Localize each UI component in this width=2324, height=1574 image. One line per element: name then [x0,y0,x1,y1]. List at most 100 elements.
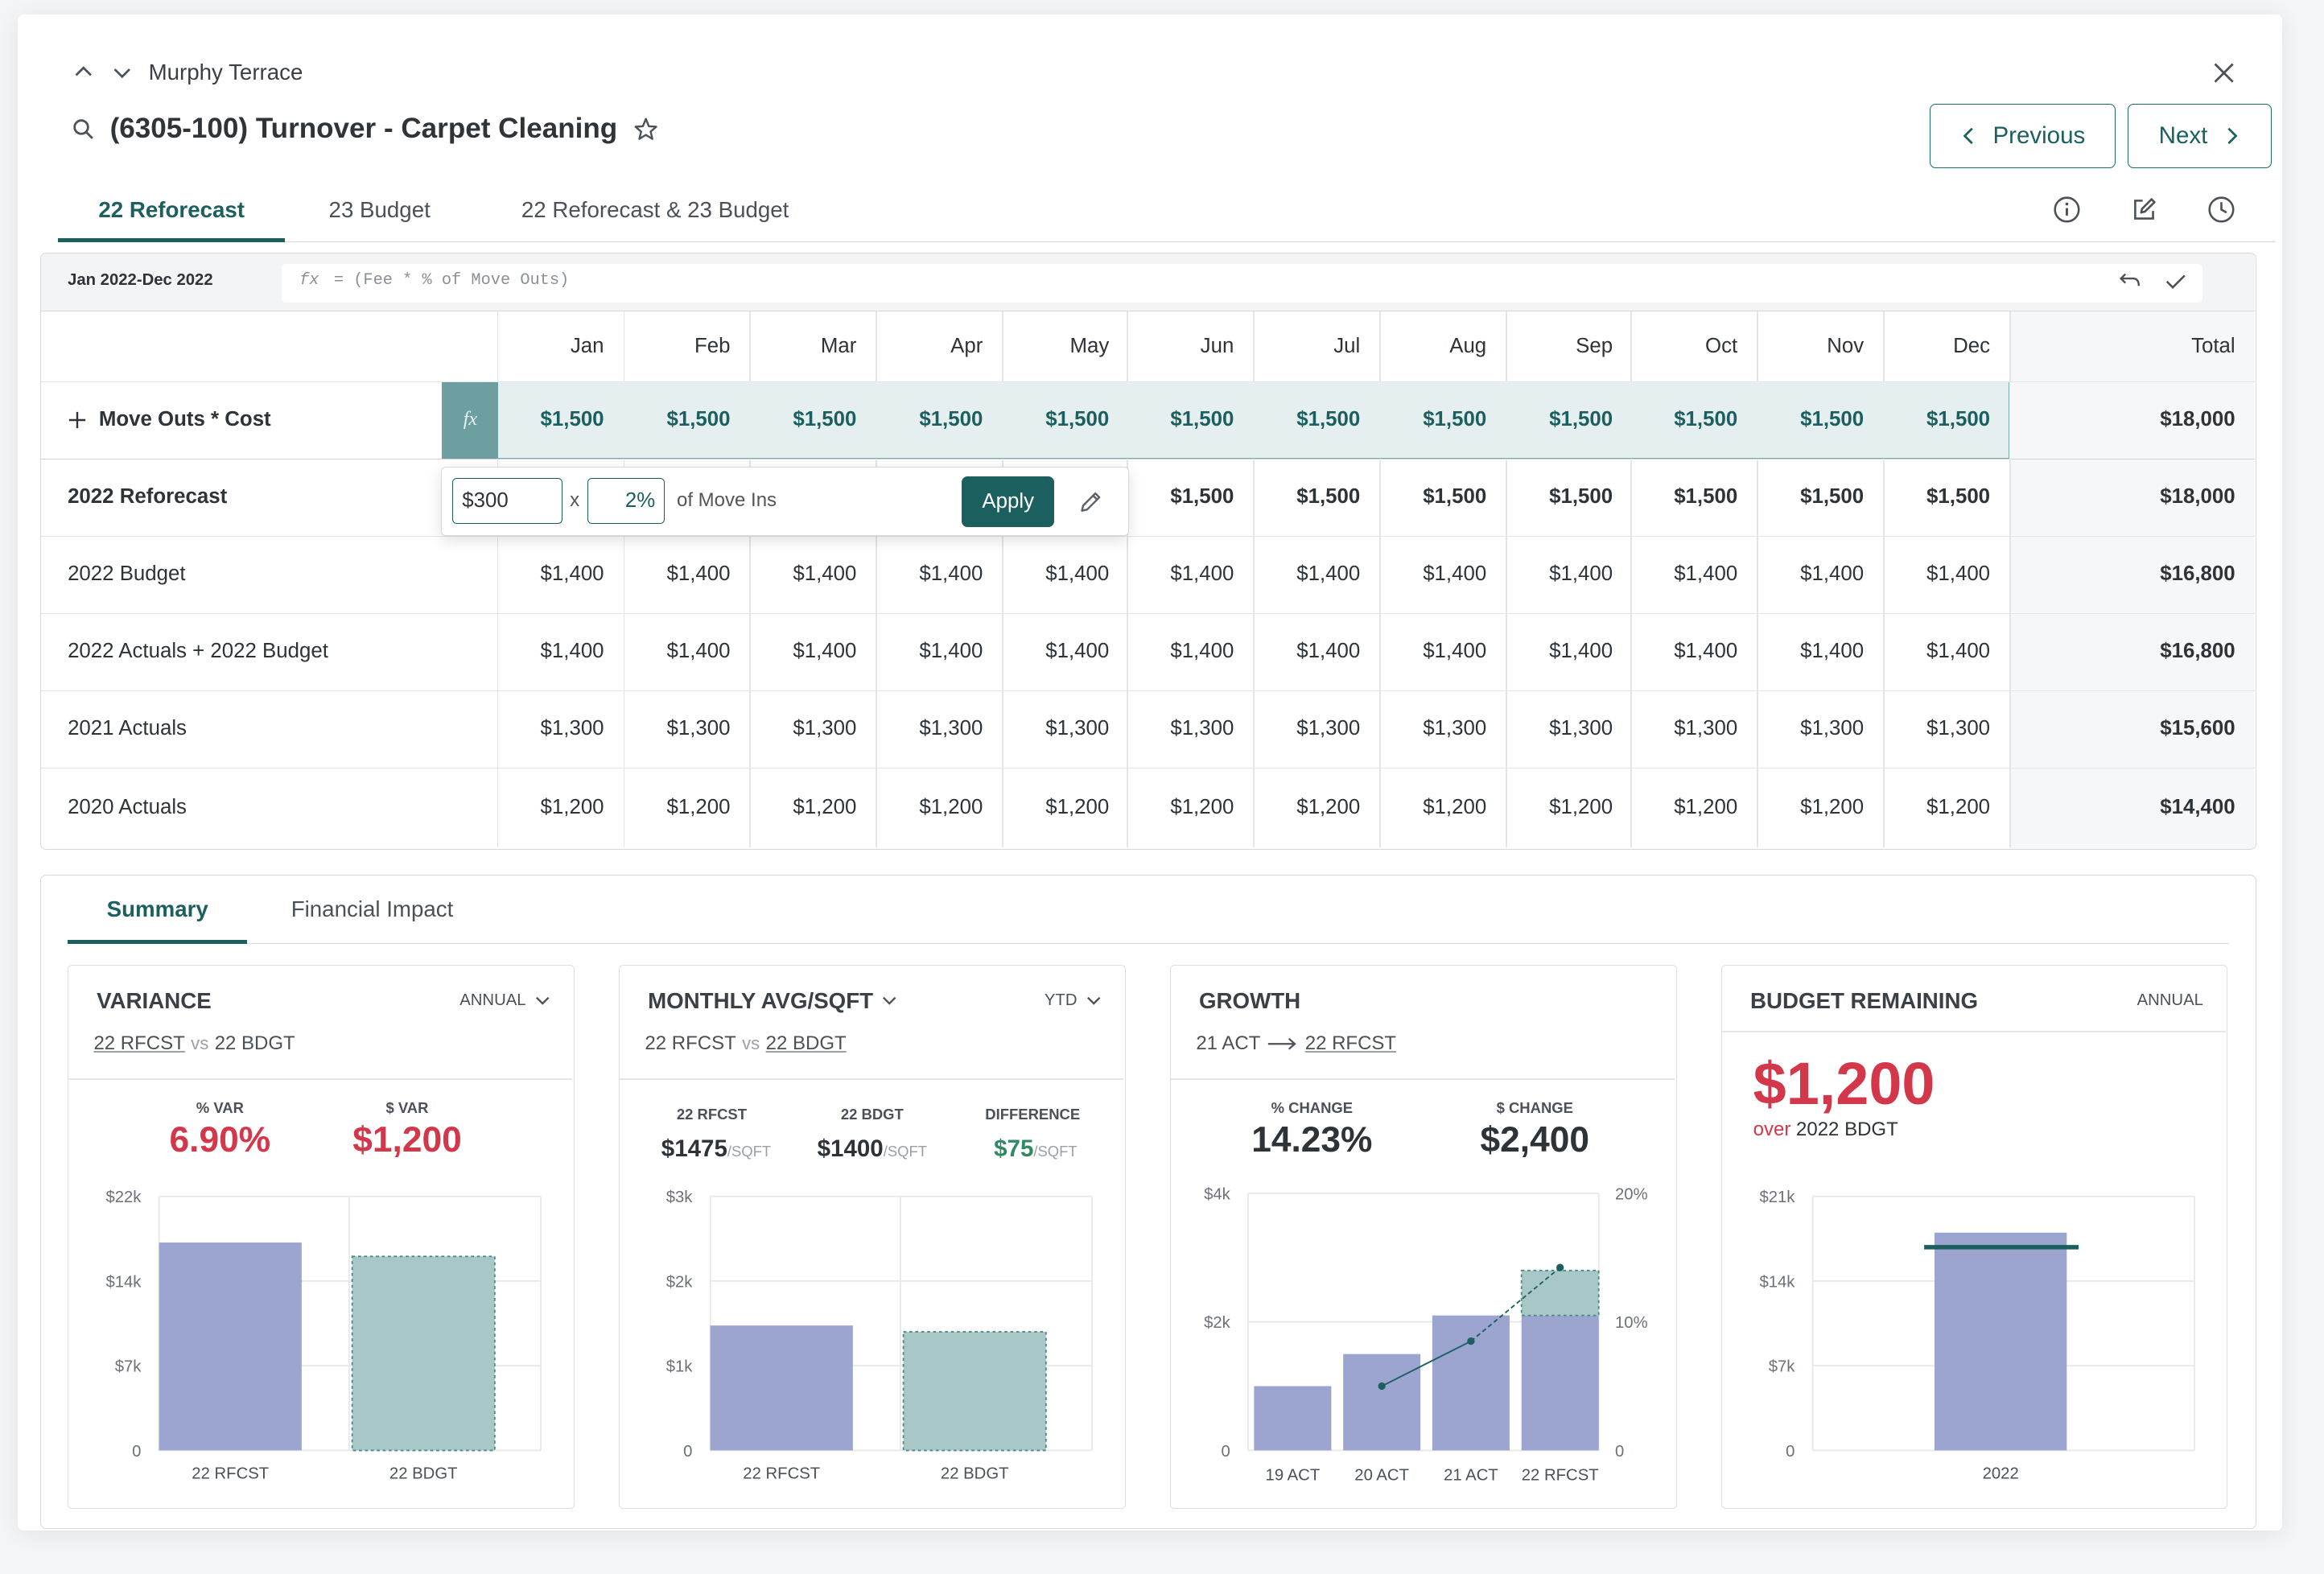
grid-cell[interactable]: $1,200 [1800,795,1865,818]
grid-cell[interactable]: $1,400 [1674,562,1738,586]
grid-cell[interactable]: $1,300 [1423,717,1487,740]
grid-cell[interactable]: $1,500 [1926,485,1991,509]
grid-cell[interactable]: $1,400 [919,562,983,586]
period-dropdown[interactable]: YTD [1045,991,1101,1010]
row-label[interactable]: Move Outs * Cost [68,381,271,459]
grid-cell[interactable]: $1,400 [540,562,604,586]
grid-cell[interactable]: $1,500 [1045,408,1110,431]
month-header[interactable]: Jun [1200,334,1234,357]
grid-cell[interactable]: $1,500 [1423,408,1487,431]
formula-input[interactable]: fx = (Fee * % of Move Outs) [281,263,2203,303]
grid-cell[interactable]: $1,200 [1296,795,1361,818]
check-icon[interactable] [2164,270,2188,294]
month-header[interactable]: Jan [570,334,604,357]
grid-cell[interactable]: $1,200 [666,795,731,818]
grid-cell[interactable]: $1,200 [919,795,983,818]
grid-cell[interactable]: $1,400 [1423,640,1487,663]
search-icon[interactable] [72,117,96,142]
grid-cell[interactable]: $1,400 [919,640,983,663]
month-header[interactable]: Dec [1953,334,1991,357]
grid-cell[interactable]: $1,500 [540,408,604,431]
month-header[interactable]: Sep [1576,334,1613,357]
tab-23-budget[interactable]: 23 Budget [328,196,431,222]
star-icon[interactable] [633,116,659,142]
grid-cell[interactable]: $1,500 [1674,408,1738,431]
grid-cell[interactable]: $1,400 [1800,562,1865,586]
info-icon[interactable] [2052,195,2082,225]
grid-cell[interactable]: $1,300 [1170,717,1234,740]
grid-cell[interactable]: $1,500 [1674,485,1738,509]
grid-cell[interactable]: $1,400 [1926,562,1991,586]
grid-cell[interactable]: $1,400 [793,562,857,586]
grid-cell[interactable]: $1,300 [1674,717,1738,740]
grid-cell[interactable]: $1,300 [1296,717,1361,740]
grid-cell[interactable]: $1,400 [1045,562,1110,586]
month-header[interactable]: Apr [950,334,983,357]
grid-cell[interactable]: $1,400 [1800,640,1865,663]
grid-cell[interactable]: $1,500 [1296,408,1361,431]
grid-cell[interactable]: $1,500 [1926,408,1991,431]
fee-input[interactable] [452,477,562,524]
grid-cell[interactable]: $1,200 [1674,795,1738,818]
grid-cell[interactable]: $1,200 [1423,795,1487,818]
apply-button[interactable]: Apply [962,476,1054,527]
close-icon[interactable] [2211,60,2237,86]
grid-cell[interactable]: $1,400 [1549,562,1613,586]
grid-cell[interactable]: $1,500 [666,408,731,431]
month-header[interactable]: Aug [1449,334,1487,357]
grid-cell[interactable]: $1,500 [1170,485,1234,509]
grid-cell[interactable]: $1,300 [1549,717,1613,740]
grid-cell[interactable]: $1,200 [793,795,857,818]
grid-cell[interactable]: $1,400 [540,640,604,663]
grid-cell[interactable]: $1,200 [1170,795,1234,818]
grid-cell[interactable]: $1,400 [1674,640,1738,663]
grid-cell[interactable]: $1,500 [1800,485,1865,509]
tab-financial-impact[interactable]: Financial Impact [290,896,454,922]
grid-cell[interactable]: $1,300 [919,717,983,740]
grid-cell[interactable]: $1,500 [919,408,983,431]
next-button[interactable]: Next [2127,104,2272,168]
grid-cell[interactable]: $1,400 [1423,562,1487,586]
edit-note-icon[interactable] [2129,195,2159,225]
grid-cell[interactable]: $1,300 [1045,717,1110,740]
compare-b-link[interactable]: 22 BDGT [765,1032,847,1055]
grid-cell[interactable]: $1,500 [1549,485,1613,509]
percent-input[interactable] [587,477,665,524]
grid-cell[interactable]: $1,500 [1296,485,1361,509]
grid-cell[interactable]: $1,400 [666,640,731,663]
chevron-down-icon[interactable] [110,60,134,84]
grid-cell[interactable]: $1,300 [1800,717,1865,740]
grid-cell[interactable]: $1,500 [1549,408,1613,431]
grid-cell[interactable]: $1,500 [793,408,857,431]
grid-cell[interactable]: $1,300 [793,717,857,740]
grid-cell[interactable]: $1,400 [1170,640,1234,663]
month-header[interactable]: Feb [694,334,731,357]
grid-cell[interactable]: $1,400 [1170,562,1234,586]
month-header[interactable]: Oct [1705,334,1738,357]
grid-cell[interactable]: $1,400 [666,562,731,586]
month-header[interactable]: May [1069,334,1110,357]
grid-cell[interactable]: $1,200 [1926,795,1991,818]
tab-summary[interactable]: Summary [68,876,248,945]
grid-cell[interactable]: $1,500 [1800,408,1865,431]
grid-cell[interactable]: $1,200 [1549,795,1613,818]
grid-cell[interactable]: $1,400 [1549,640,1613,663]
compare-a-link[interactable]: 22 RFCST [93,1032,185,1055]
grid-cell[interactable]: $1,400 [1296,640,1361,663]
plus-icon[interactable] [68,410,87,430]
compare-b-link[interactable]: 22 RFCST [1304,1032,1397,1055]
grid-cell[interactable]: $1,400 [793,640,857,663]
undo-icon[interactable] [2118,270,2142,294]
pencil-icon[interactable] [1078,488,1104,515]
date-range[interactable]: Jan 2022-Dec 2022 [68,270,213,289]
grid-cell[interactable]: $1,400 [1045,640,1110,663]
tab-22-reforecast[interactable]: 22 Reforecast [57,179,286,242]
month-header[interactable]: Nov [1827,334,1865,357]
month-header[interactable]: Mar [820,334,857,357]
grid-cell[interactable]: $1,300 [1926,717,1991,740]
chevron-up-icon[interactable] [72,60,96,84]
grid-cell[interactable]: $1,400 [1926,640,1991,663]
grid-cell[interactable]: $1,300 [666,717,731,740]
grid-cell[interactable]: $1,200 [540,795,604,818]
month-header[interactable]: Jul [1333,334,1361,357]
